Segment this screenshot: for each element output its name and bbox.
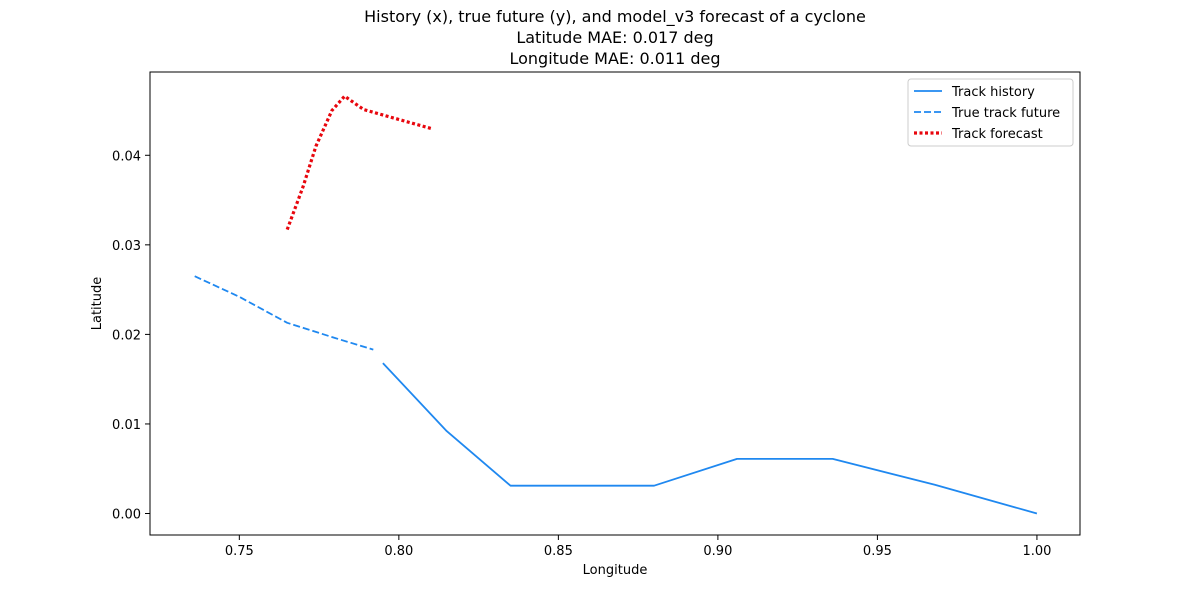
legend-label: Track history xyxy=(951,85,1035,100)
series-line-track-history xyxy=(382,362,1038,515)
chart-title-line: Longitude MAE: 0.011 deg xyxy=(509,49,720,68)
y-tick-label: 0.01 xyxy=(112,418,141,433)
legend-box xyxy=(907,78,1074,147)
x-tick-label: 0.80 xyxy=(384,544,413,559)
y-tick-label: 0.00 xyxy=(112,508,141,523)
y-tick-label: 0.02 xyxy=(112,328,141,343)
legend-label: True track future xyxy=(951,106,1060,121)
x-tick-label: 0.85 xyxy=(544,544,573,559)
x-tick-label: 0.75 xyxy=(225,544,254,559)
x-tick-label: 1.00 xyxy=(1022,544,1051,559)
chart-title-line: Latitude MAE: 0.017 deg xyxy=(516,28,713,47)
x-axis-label: Longitude xyxy=(583,563,648,578)
legend-label: Track forecast xyxy=(951,127,1043,142)
chart-title-line: History (x), true future (y), and model_… xyxy=(364,7,866,27)
x-tick-label: 0.90 xyxy=(703,544,732,559)
series-line-track-forecast xyxy=(285,94,432,231)
x-tick-label: 0.95 xyxy=(863,544,892,559)
y-axis-label: Latitude xyxy=(90,277,105,331)
y-tick-label: 0.04 xyxy=(112,149,141,164)
plot-frame xyxy=(149,71,1081,536)
y-tick-label: 0.03 xyxy=(112,239,141,254)
series-line-true-track-future xyxy=(194,275,374,351)
